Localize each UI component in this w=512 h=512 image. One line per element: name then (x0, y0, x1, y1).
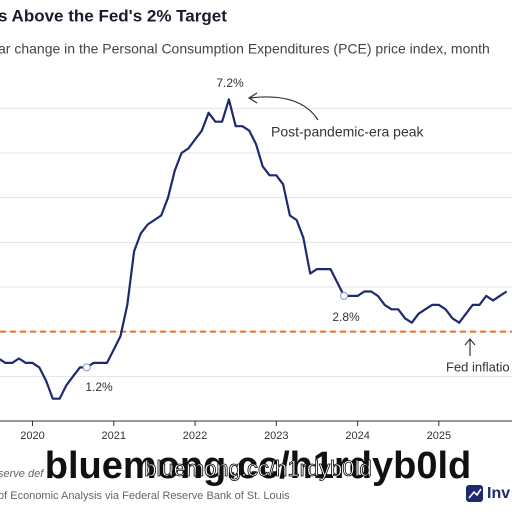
annotation-arrow (247, 92, 319, 121)
watermark: bluemong.cc/h1rdyb0ld (45, 445, 472, 487)
annotation: 2.8% (332, 310, 360, 324)
x-tick-label: 2021 (102, 430, 126, 442)
x-tick-label: 2023 (264, 430, 288, 442)
x-tick-label: 2024 (345, 430, 369, 442)
x-tick-label: 2020 (20, 430, 44, 442)
logo-text: Inv (487, 485, 510, 502)
x-tick-label: 2022 (183, 430, 207, 442)
footnote: serve def (0, 468, 44, 480)
annotation: 1.2% (85, 380, 113, 394)
source: of Economic Analysis via Federal Reserve… (0, 490, 290, 502)
annotation: Post-pandemic-era peak (271, 124, 425, 140)
reference-label: Fed inflatio (446, 359, 510, 374)
chart-subtitle: ar change in the Personal Consumption Ex… (0, 41, 490, 57)
watermark-overlay: bluemong.cc/h1rdyb0ld (144, 456, 371, 481)
annotation: 7.2% (216, 76, 244, 90)
chart-title: s Above the Fed's 2% Target (0, 6, 227, 25)
line-series (0, 98, 508, 400)
highlight-point (82, 363, 91, 372)
highlight-point (340, 291, 349, 300)
x-tick-label: 2025 (427, 430, 451, 442)
reference-arrow (464, 338, 476, 356)
logo: Inv (466, 485, 510, 502)
logo-glyph (468, 488, 482, 499)
